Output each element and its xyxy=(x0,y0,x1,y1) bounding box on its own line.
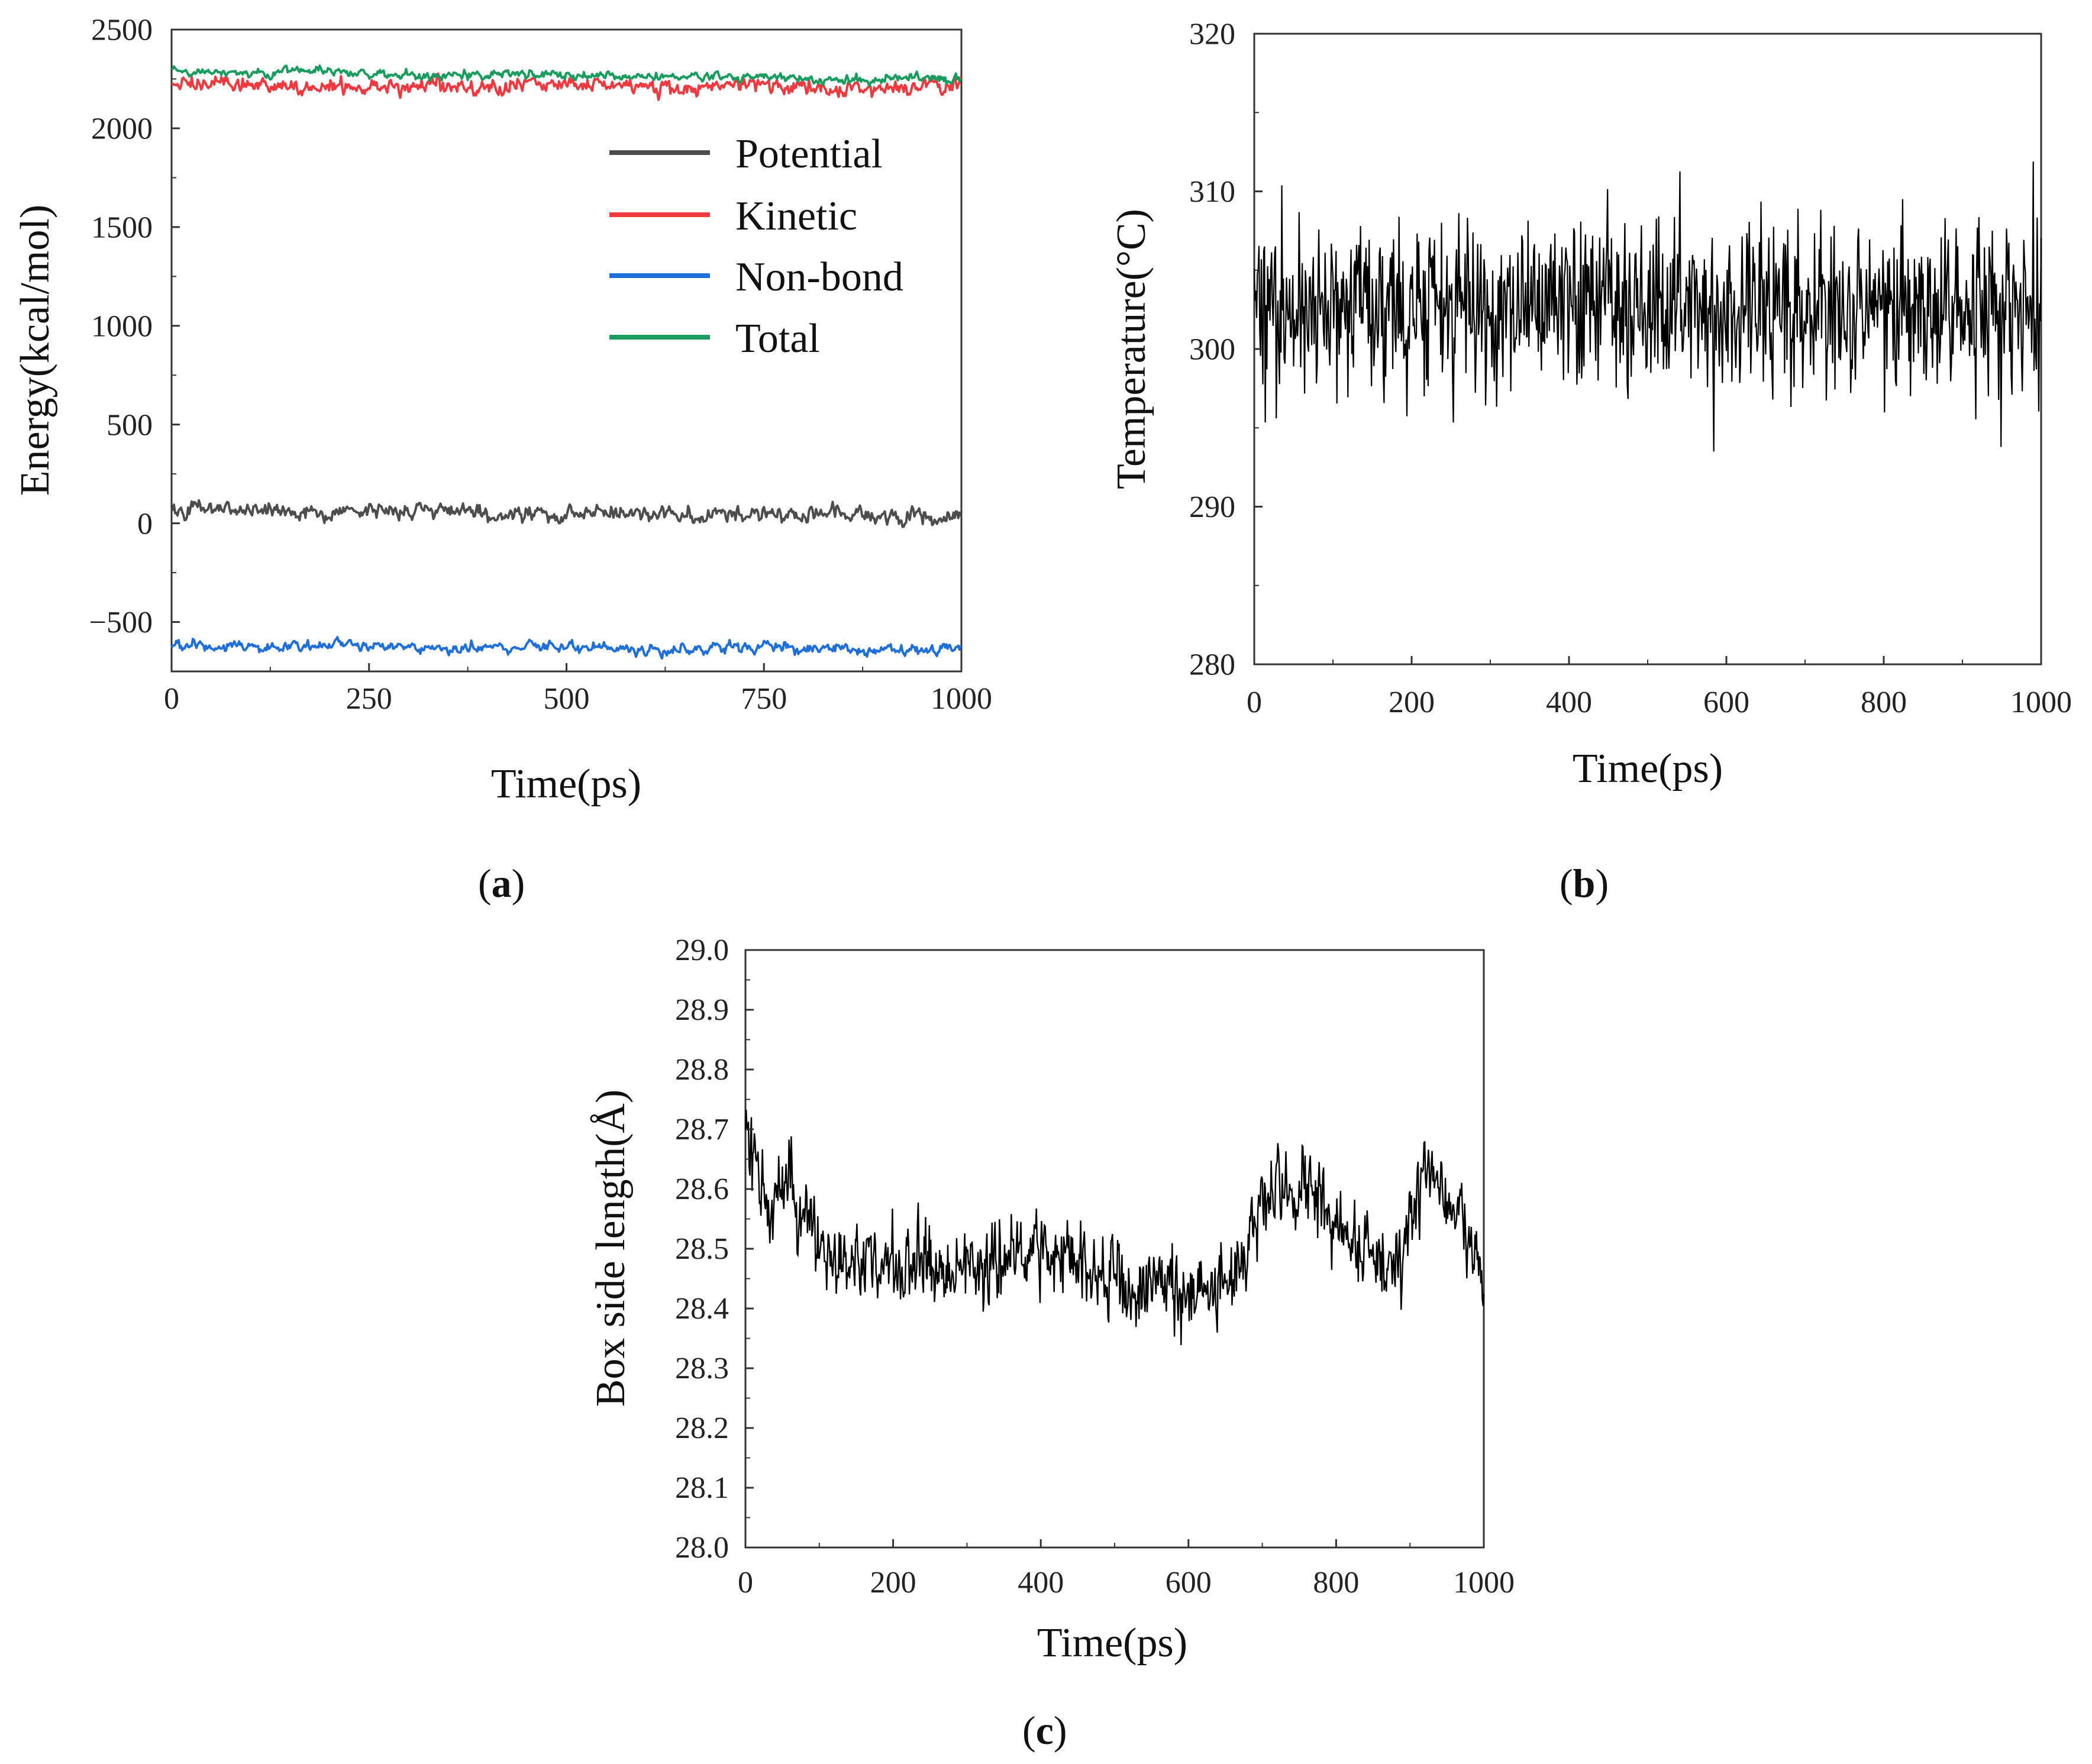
legend-label-potential: Potential xyxy=(735,131,883,177)
y-tick-label: 28.5 xyxy=(675,1232,729,1266)
series-line-total xyxy=(170,64,962,88)
x-tick-label: 0 xyxy=(738,1566,753,1600)
series-line-temperature xyxy=(1253,161,2042,452)
legend-label-total: Total xyxy=(735,316,820,361)
y-tick-label: 310 xyxy=(1189,175,1235,209)
x-tick-label: 0 xyxy=(164,682,179,716)
y-tick-label: 500 xyxy=(106,408,153,442)
series-line-non-bond xyxy=(170,636,962,660)
series-line-box-side-length xyxy=(744,1110,1485,1345)
series-line-potential xyxy=(170,499,962,528)
y-tick-label: 28.3 xyxy=(675,1352,729,1385)
panel-b-series-group xyxy=(1253,161,2042,452)
y-tick-label: 280 xyxy=(1189,648,1235,682)
panel-a-plot-frame xyxy=(170,28,963,673)
x-tick-label: 400 xyxy=(1546,686,1592,719)
y-tick-label: 28.4 xyxy=(675,1292,729,1326)
legend-label-non-bond: Non-bond xyxy=(735,254,903,300)
panel-b-ticks: 0 200 400 600 800 1000 280 290 300 310 320 xyxy=(1189,18,2072,719)
y-tick-label: 2500 xyxy=(91,14,153,47)
y-tick-label: 1500 xyxy=(91,211,153,245)
panel-c-ticks: 0 200 400 600 800 1000 28.0 28.1 28.2 28.3 28.4 28.… xyxy=(675,933,1515,1600)
panel-b-temperature-chart: 0 200 400 600 800 1000 280 290 300 310 320 Time(ps… xyxy=(1109,18,2072,906)
y-tick-label: 28.2 xyxy=(675,1411,729,1445)
y-tick-label: 28.6 xyxy=(675,1172,729,1206)
x-tick-label: 600 xyxy=(1166,1566,1212,1600)
y-tick-label: 28.1 xyxy=(675,1471,729,1505)
panel-a-xlabel: Time(ps) xyxy=(491,761,641,807)
panel-c-box-length-chart: 0 200 400 600 800 1000 28.0 28.1 28.2 28.3 28.4 28.… xyxy=(588,933,1515,1753)
panel-c-series-group xyxy=(744,1110,1485,1345)
y-tick-label: 1000 xyxy=(91,309,153,343)
panel-a-legend: Potential Kinetic Non-bond Total xyxy=(609,131,903,361)
y-tick-label: 28.8 xyxy=(675,1053,729,1087)
panel-a-ylabel: Energy(kcal/mol) xyxy=(12,205,58,496)
x-tick-label: 1000 xyxy=(931,682,992,716)
series-line-kinetic xyxy=(171,72,962,101)
x-tick-label: 1000 xyxy=(2010,686,2072,719)
x-tick-label: 750 xyxy=(741,682,787,716)
y-tick-label: 28.9 xyxy=(675,993,729,1027)
panel-a-ticks: 0 250 500 750 1000 −500 0 500 1000 1500 2000 2500 xyxy=(89,14,992,716)
panel-b-xlabel: Time(ps) xyxy=(1573,746,1723,791)
y-tick-label: 2000 xyxy=(91,112,153,146)
y-tick-label: 0 xyxy=(137,507,153,541)
x-tick-label: 0 xyxy=(1247,686,1262,719)
x-tick-label: 400 xyxy=(1018,1566,1064,1600)
panel-a-energy-chart: 0 250 500 750 1000 −500 0 500 1000 1500 2000 2500 T… xyxy=(12,14,992,906)
x-tick-label: 500 xyxy=(544,682,590,716)
x-tick-label: 800 xyxy=(1313,1566,1359,1600)
y-tick-label: 290 xyxy=(1189,490,1235,524)
panel-b-caption: (b) xyxy=(1560,861,1609,906)
panel-a-series-group xyxy=(170,64,962,660)
x-tick-label: 200 xyxy=(870,1566,916,1600)
y-tick-label: 300 xyxy=(1189,333,1235,367)
panel-c-caption: (c) xyxy=(1022,1708,1067,1753)
y-tick-label: 28.7 xyxy=(675,1113,729,1146)
x-tick-label: 800 xyxy=(1861,686,1907,719)
y-tick-label: 29.0 xyxy=(675,933,729,967)
y-tick-label: 28.0 xyxy=(675,1531,729,1565)
x-tick-label: 200 xyxy=(1389,686,1435,719)
panel-a-caption: (a) xyxy=(478,861,525,906)
panel-c-xlabel: Time(ps) xyxy=(1037,1620,1187,1666)
y-tick-label: 320 xyxy=(1189,18,1235,51)
panel-c-ylabel: Box side length(Å) xyxy=(588,1090,634,1407)
x-tick-label: 1000 xyxy=(1453,1566,1515,1600)
panel-b-ylabel: Temperature(°C) xyxy=(1109,209,1154,489)
x-tick-label: 250 xyxy=(346,682,392,716)
y-tick-label: −500 xyxy=(89,606,153,639)
legend-label-kinetic: Kinetic xyxy=(735,193,857,239)
x-tick-label: 600 xyxy=(1703,686,1749,719)
